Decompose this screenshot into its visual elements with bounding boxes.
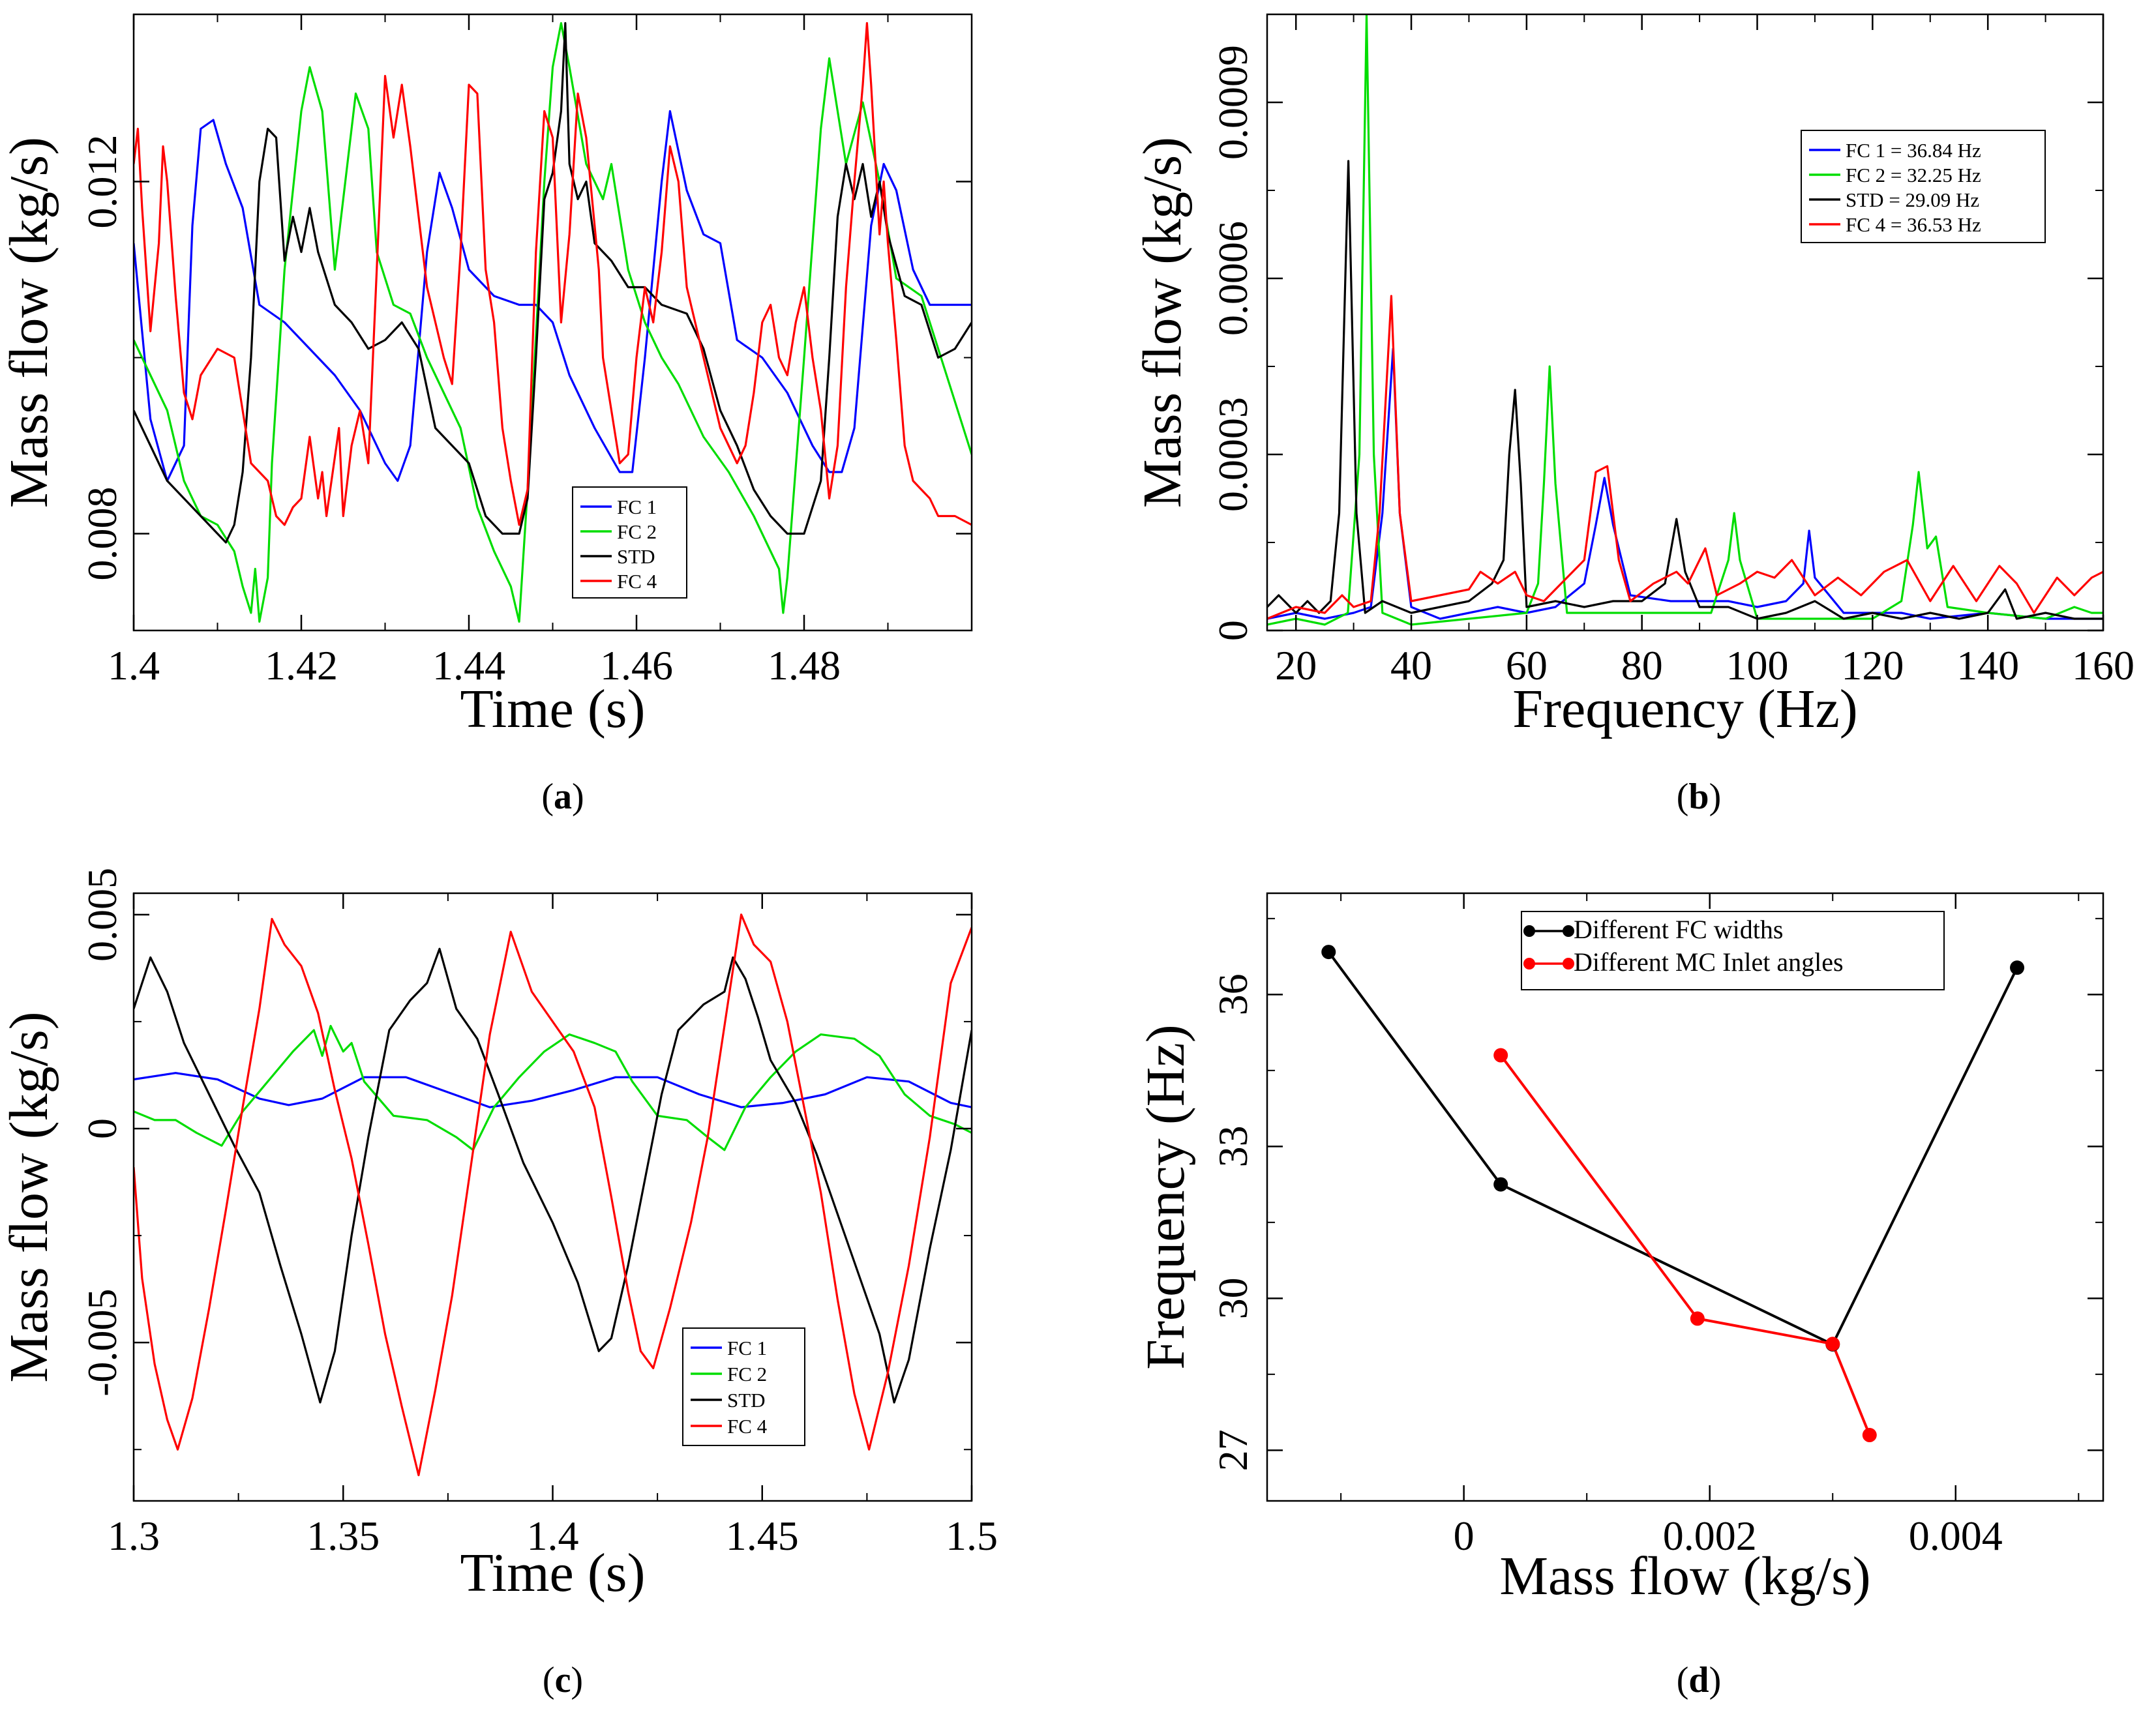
y-tick-label-c-1: 0 [79, 1118, 125, 1139]
plot-frame-c [132, 892, 973, 1502]
y-axis-title-d: Frequency (Hz) [1135, 1024, 1196, 1369]
series-line-d-1 [1499, 1054, 1871, 1436]
y-tick-label-a-1: 0.012 [79, 135, 125, 229]
series-line-b-3 [1267, 295, 2103, 620]
legend-box-b [1801, 130, 2046, 243]
x-tick-label-d-2: 0.004 [1909, 1513, 2003, 1559]
x-tick-label-c-1: 1.35 [307, 1513, 380, 1559]
x-axis-title-b: Frequency (Hz) [1512, 679, 1857, 739]
y-axis-title-b: Mass flow (kg/s) [1132, 137, 1193, 508]
y-tick-label-b-2: 0.0006 [1210, 221, 1256, 336]
series-line-a-1 [134, 22, 972, 623]
series-line-c-0 [134, 1072, 972, 1108]
legend-label-d-1: Different MC Inlet angles [1574, 947, 1844, 977]
y-axis-title-a: Mass flow (kg/s) [0, 137, 59, 508]
legend-label-a-3: FC 4 [617, 570, 657, 593]
data-point-d-1-3 [1862, 1428, 1877, 1443]
legend-label-a-1: FC 2 [617, 520, 657, 543]
data-point-d-1-0 [1493, 1048, 1508, 1063]
x-tick-label-b-5: 120 [1841, 642, 1904, 689]
data-point-d-0-1 [1493, 1177, 1508, 1192]
y-tick-label-d-2: 33 [1210, 1125, 1256, 1167]
series-line-c-3 [134, 913, 972, 1477]
x-tick-label-b-4: 100 [1726, 642, 1789, 689]
legend-label-c-1: FC 2 [727, 1363, 767, 1385]
legend-box-d [1521, 911, 1945, 990]
x-tick-label-c-4: 1.5 [946, 1513, 998, 1559]
caption-a: (a) [541, 777, 584, 817]
legend-label-b-3: FC 4 = 36.53 Hz [1846, 213, 1981, 236]
legend-label-c-0: FC 1 [727, 1337, 767, 1359]
legend-label-b-0: FC 1 = 36.84 Hz [1846, 139, 1981, 162]
series-line-b-1 [1267, 14, 2103, 626]
plot-frame-b [1266, 13, 2104, 632]
caption-b: (b) [1677, 777, 1721, 817]
legend-label-c-2: STD [727, 1389, 766, 1412]
series-line-b-0 [1267, 348, 2103, 620]
x-tick-label-a-0: 1.4 [108, 642, 160, 689]
x-tick-label-a-1: 1.42 [265, 642, 338, 689]
x-tick-label-d-0: 0 [1454, 1513, 1475, 1559]
x-tick-label-b-7: 160 [2072, 642, 2134, 689]
x-tick-label-b-0: 20 [1275, 642, 1317, 689]
plot-area-b [1267, 14, 2103, 626]
data-point-d-0-0 [1321, 945, 1336, 960]
legend-label-b-2: STD = 29.09 Hz [1846, 188, 1979, 211]
series-line-a-2 [134, 22, 972, 544]
series-line-d-0 [1327, 951, 2018, 1346]
x-axis-title-a: Time (s) [460, 679, 646, 739]
y-tick-label-b-1: 0.0003 [1210, 397, 1256, 512]
x-tick-label-a-2: 1.44 [432, 642, 505, 689]
series-line-c-1 [134, 1024, 972, 1151]
plot-area-a [134, 22, 972, 623]
y-tick-label-d-0: 27 [1210, 1429, 1256, 1471]
x-tick-label-a-4: 1.48 [768, 642, 841, 689]
x-tick-label-b-6: 140 [1956, 642, 2019, 689]
x-tick-label-b-3: 80 [1621, 642, 1663, 689]
legend-label-b-1: FC 2 = 32.25 Hz [1846, 164, 1981, 186]
plot-area-d [1327, 951, 2018, 1436]
caption-d: (d) [1677, 1660, 1721, 1700]
legend-c: FC 1 FC 2 STD FC 4 [682, 1327, 805, 1446]
data-point-d-1-2 [1825, 1337, 1840, 1352]
chart-panel-c: 1.3 1.35 1.4 1.45 1.5 -0.005 0 0.005 Time (s) Mas… [0, 868, 998, 1700]
x-tick-label-a-3: 1.46 [600, 642, 673, 689]
data-point-d-1-1 [1690, 1311, 1705, 1326]
legend-label-a-2: STD [617, 545, 655, 568]
caption-c: (c) [543, 1660, 583, 1700]
legend-label-a-0: FC 1 [617, 496, 657, 518]
series-line-b-2 [1267, 160, 2103, 620]
x-axis-title-c: Time (s) [460, 1543, 646, 1603]
data-point-d-0-3 [2010, 960, 2025, 975]
x-tick-label-c-2: 1.4 [527, 1513, 579, 1559]
y-tick-label-a-0: 0.008 [79, 487, 125, 581]
series-line-c-2 [134, 947, 972, 1404]
y-axis-title-c: Mass flow (kg/s) [0, 1011, 59, 1382]
x-tick-label-c-3: 1.45 [726, 1513, 799, 1559]
y-tick-label-d-3: 36 [1210, 973, 1256, 1015]
chart-panel-d: 0 0.002 0.004 27 30 33 36 Mass flow (kg/s) Frequ… [1135, 892, 2104, 1700]
chart-panel-b: 20 40 60 80 100 120 140 160 0 0.0003 0.0006 0.0009 F… [1132, 13, 2134, 817]
x-tick-label-c-0: 1.3 [108, 1513, 160, 1559]
chart-panel-a: 1.4 1.42 1.44 1.46 1.48 0.008 0.012 Time (s) Mas… [0, 13, 973, 817]
x-tick-label-d-1: 0.002 [1663, 1513, 1757, 1559]
x-tick-label-b-1: 40 [1390, 642, 1432, 689]
plot-area-c [134, 913, 972, 1477]
series-line-a-3 [134, 22, 972, 526]
y-tick-label-d-1: 30 [1210, 1277, 1256, 1319]
y-tick-label-c-0: -0.005 [79, 1288, 125, 1396]
legend-label-d-0: Different FC widths [1574, 915, 1783, 944]
y-tick-label-b-0: 0 [1210, 620, 1256, 641]
y-tick-label-b-3: 0.0009 [1210, 45, 1256, 160]
x-tick-label-b-2: 60 [1506, 642, 1548, 689]
x-axis-title-d: Mass flow (kg/s) [1499, 1546, 1870, 1607]
plot-frame-d [1266, 892, 2104, 1502]
legend-d: Different FC widths Different MC Inlet an… [1521, 911, 1945, 990]
legend-label-c-3: FC 4 [727, 1415, 768, 1438]
y-tick-label-c-2: 0.005 [79, 868, 125, 962]
series-line-a-0 [134, 110, 972, 482]
